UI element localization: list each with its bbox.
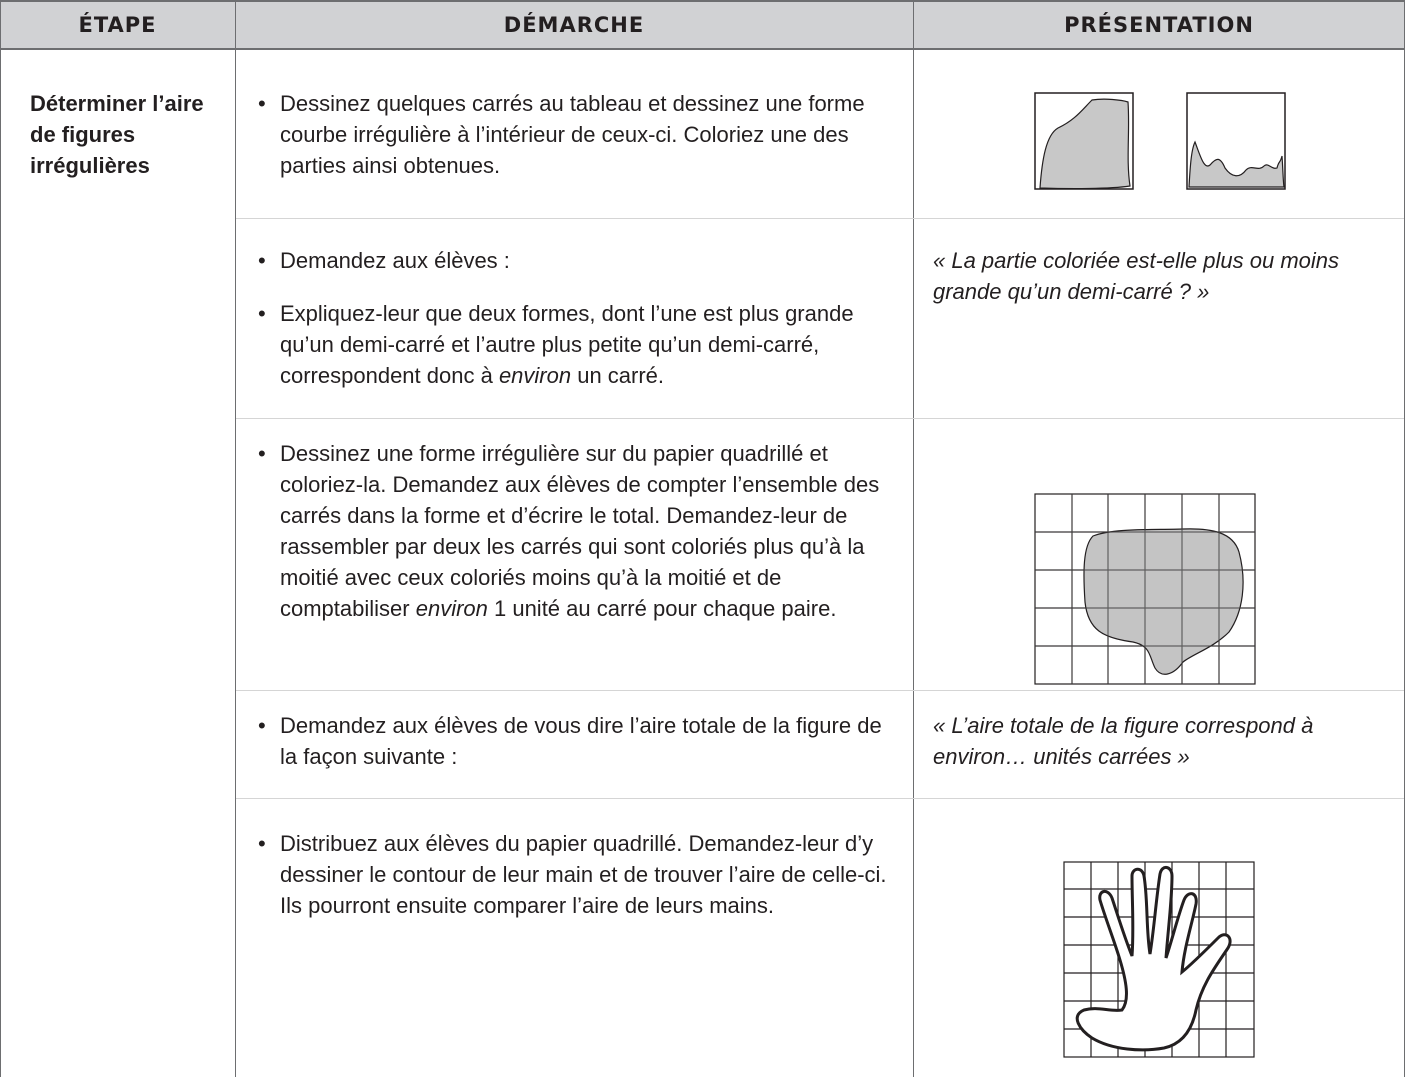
step-text: Expliquez-leur que deux formes, dont l’u…: [258, 298, 890, 391]
header-cell: DÉMARCHE: [503, 13, 645, 37]
presentation-quote: « L’aire totale de la figure correspond …: [933, 713, 1314, 769]
presentation-quote: « La partie coloriée est-elle plus ou mo…: [933, 248, 1340, 304]
illustration-grid-hand: [1063, 861, 1255, 1058]
step-text: Demandez aux élèves de vous dire l’aire …: [258, 710, 890, 772]
illustration-squares: [1034, 92, 1286, 190]
column-border: [235, 0, 236, 1077]
header-cell: PRÉSENTATION: [1064, 13, 1254, 37]
step-text: Distribuez aux élèves du papier quadrill…: [258, 828, 890, 921]
table-header: ÉTAPE DÉMARCHE PRÉSENTATION: [0, 0, 1405, 50]
emphasis: environ: [415, 596, 488, 621]
row-separator: [236, 418, 1404, 419]
illustration-grid-blob: [1034, 493, 1256, 685]
text-run: Dessinez quelques carrés au tableau et d…: [280, 91, 865, 178]
text-run: un carré.: [571, 363, 665, 388]
text-run: Dessinez une forme irrégulière sur du pa…: [280, 441, 880, 621]
emphasis: environ: [498, 363, 572, 388]
row-separator: [236, 690, 1404, 691]
column-border: [913, 0, 914, 1077]
text-run: Distribuez aux élèves du papier quadrill…: [280, 831, 887, 918]
header-cell: ÉTAPE: [78, 13, 157, 37]
step-text: Dessinez quelques carrés au tableau et d…: [258, 88, 890, 181]
text-run: Demandez aux élèves :: [280, 248, 510, 273]
row-separator: [236, 798, 1404, 799]
column-border: [0, 0, 1, 1077]
step-text: Dessinez une forme irrégulière sur du pa…: [258, 438, 890, 624]
row-separator: [236, 218, 1404, 219]
step-title: Déterminer l’aire de figures irrégulière…: [30, 91, 204, 178]
text-run: Demandez aux élèves de vous dire l’aire …: [280, 713, 882, 769]
text-run: 1 unité au carré pour chaque paire.: [487, 596, 837, 621]
step-text: Demandez aux élèves :: [258, 245, 890, 276]
text-run: Expliquez-leur que deux formes, dont l’u…: [280, 301, 854, 388]
